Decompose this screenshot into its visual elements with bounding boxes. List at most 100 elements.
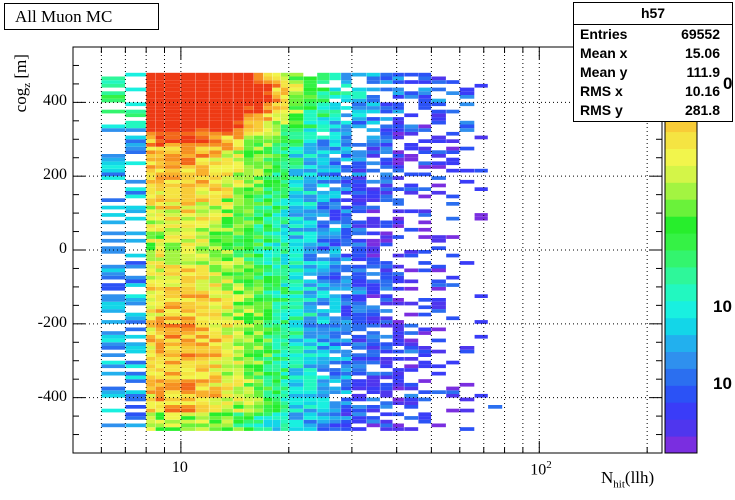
heatmap-cell bbox=[254, 209, 264, 214]
heatmap-cell bbox=[272, 109, 281, 114]
heatmap-cell bbox=[180, 202, 196, 206]
heatmap-cell bbox=[244, 216, 254, 221]
heatmap-cell bbox=[209, 316, 222, 321]
heatmap-cell bbox=[272, 294, 281, 298]
heatmap-cell bbox=[341, 190, 352, 195]
heatmap-cell bbox=[272, 397, 281, 402]
heatmap-cell bbox=[272, 246, 281, 250]
heatmap-cell bbox=[288, 128, 304, 132]
heatmap-cell bbox=[244, 143, 254, 147]
heatmap-cell bbox=[329, 279, 341, 284]
heatmap-cell bbox=[288, 190, 304, 195]
heatmap-cell bbox=[459, 168, 475, 173]
heatmap-cell bbox=[341, 386, 352, 391]
heatmap-cell bbox=[233, 323, 244, 328]
heatmap-cell bbox=[146, 80, 156, 84]
heatmap-cell bbox=[404, 323, 419, 328]
heatmap-cell bbox=[272, 183, 281, 188]
heatmap-cell bbox=[288, 135, 304, 140]
heatmap-cell bbox=[366, 309, 380, 313]
heatmap-cell bbox=[380, 405, 393, 409]
heatmap-cell bbox=[254, 190, 264, 195]
heatmap-cell bbox=[317, 113, 330, 118]
heatmap-cell bbox=[404, 331, 419, 335]
heatmap-cell bbox=[329, 419, 341, 424]
heatmap-cell bbox=[101, 408, 126, 413]
heatmap-cell bbox=[303, 179, 317, 184]
heatmap-cell bbox=[317, 139, 330, 143]
heatmap-cell bbox=[272, 146, 281, 151]
heatmap-cell bbox=[244, 209, 254, 214]
heatmap-cell bbox=[303, 371, 317, 376]
heatmap-cell bbox=[329, 213, 341, 217]
heatmap-cell bbox=[146, 331, 156, 335]
heatmap-cell bbox=[155, 408, 165, 413]
heatmap-cell bbox=[317, 109, 330, 114]
heatmap-cell bbox=[392, 275, 404, 280]
heatmap-cell bbox=[317, 401, 330, 405]
heatmap-cell bbox=[280, 209, 289, 214]
heatmap-cell bbox=[272, 312, 281, 317]
heatmap-cell bbox=[155, 342, 165, 346]
heatmap-cell bbox=[209, 235, 222, 239]
heatmap-cell bbox=[351, 334, 367, 339]
heatmap-cell bbox=[317, 397, 330, 402]
heatmap-cell bbox=[366, 224, 380, 228]
heatmap-cell bbox=[351, 368, 367, 372]
heatmap-cell bbox=[418, 102, 432, 107]
heatmap-cell bbox=[380, 150, 393, 154]
heatmap-cell bbox=[164, 316, 181, 321]
heatmap-cell bbox=[317, 213, 330, 217]
heatmap-cell bbox=[180, 268, 196, 273]
heatmap-cell bbox=[164, 342, 181, 346]
heatmap-cell bbox=[155, 268, 165, 273]
heatmap-cell bbox=[446, 235, 460, 239]
heatmap-cell bbox=[272, 139, 281, 143]
heatmap-cell bbox=[303, 209, 317, 214]
heatmap-cell bbox=[209, 290, 222, 295]
heatmap-cell bbox=[366, 246, 380, 250]
heatmap-cell bbox=[280, 305, 289, 310]
heatmap-cell bbox=[180, 275, 196, 280]
heatmap-cell bbox=[263, 379, 273, 383]
heatmap-cell bbox=[180, 135, 196, 140]
heatmap-cell bbox=[317, 220, 330, 225]
heatmap-cell bbox=[380, 238, 393, 243]
heatmap-cell bbox=[146, 368, 156, 372]
heatmap-cell bbox=[263, 327, 273, 332]
heatmap-cell bbox=[263, 412, 273, 417]
heatmap-cell bbox=[341, 371, 352, 376]
heatmap-cell bbox=[263, 294, 273, 298]
heatmap-cell bbox=[254, 416, 264, 420]
heatmap-cell bbox=[380, 131, 393, 136]
heatmap-cell bbox=[317, 327, 330, 332]
heatmap-cell bbox=[155, 309, 165, 313]
heatmap-cell bbox=[341, 168, 352, 173]
heatmap-cell bbox=[195, 190, 209, 195]
heatmap-cell bbox=[101, 334, 126, 339]
heatmap-cell bbox=[125, 113, 146, 118]
heatmap-cell bbox=[221, 246, 233, 250]
heatmap-cell bbox=[244, 172, 254, 177]
heatmap-cell bbox=[272, 143, 281, 147]
heatmap-cell bbox=[459, 382, 475, 387]
heatmap-cell bbox=[418, 419, 432, 424]
heatmap-cell bbox=[351, 393, 367, 398]
heatmap-cell bbox=[317, 165, 330, 169]
heatmap-cell bbox=[329, 76, 341, 81]
heatmap-cell bbox=[180, 312, 196, 317]
heatmap-cell bbox=[263, 102, 273, 107]
heatmap-cell bbox=[195, 275, 209, 280]
heatmap-cell bbox=[392, 187, 404, 191]
heatmap-cell bbox=[459, 91, 475, 95]
heatmap-cell bbox=[272, 309, 281, 313]
heatmap-cell bbox=[209, 128, 222, 132]
heatmap-cell bbox=[164, 95, 181, 99]
heatmap-cell bbox=[341, 312, 352, 317]
heatmap-cell bbox=[101, 95, 126, 99]
heatmap-cell bbox=[431, 238, 446, 243]
heatmap-cell bbox=[263, 353, 273, 357]
heatmap-cell bbox=[155, 135, 165, 140]
heatmap-cell bbox=[280, 98, 289, 103]
heatmap-cell bbox=[351, 408, 367, 413]
